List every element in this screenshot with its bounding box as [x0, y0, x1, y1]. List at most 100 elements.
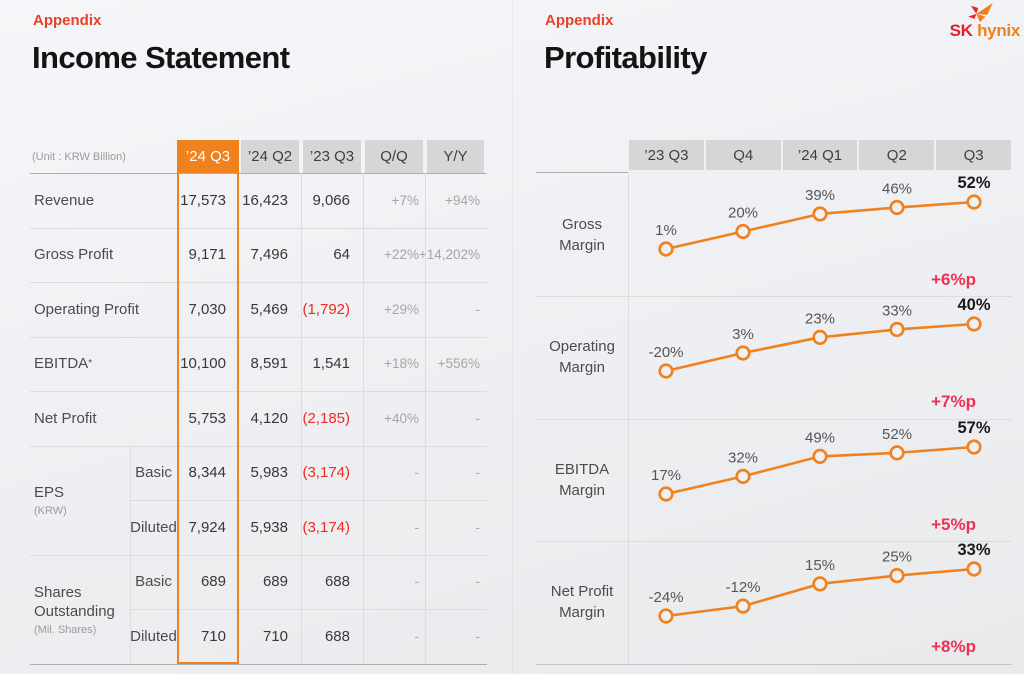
data-point-label: -20%: [648, 344, 683, 361]
table-cell: 7,496: [250, 246, 288, 264]
table-cell: 9,066: [312, 191, 350, 209]
data-point-label: 52%: [882, 425, 912, 442]
column-header: Y/Y: [427, 140, 484, 173]
data-point-label: -24%: [648, 589, 683, 606]
data-point-label: 39%: [805, 186, 835, 203]
table-cell: 688: [324, 573, 350, 591]
table-cell: -: [475, 301, 481, 317]
table-cell: -: [475, 628, 481, 644]
table-cell: +14,202%: [418, 247, 480, 263]
data-point-marker: [812, 576, 828, 592]
logo-hynix-text: hynix: [977, 21, 1020, 40]
table-cell: 689: [262, 573, 288, 591]
table-cell: 16,423: [242, 191, 288, 209]
data-point-label: 32%: [728, 449, 758, 466]
sub-row-label: Diluted: [130, 627, 177, 645]
table-cell: -: [414, 574, 420, 590]
group-row-label: EPS (KRW): [30, 446, 130, 555]
table-cell: 688: [324, 627, 350, 645]
data-point-marker: [889, 321, 905, 338]
row-label: Gross Profit: [34, 246, 114, 264]
data-point-marker: [966, 316, 982, 332]
table-cell: 8,344: [188, 464, 226, 482]
data-point-marker: [889, 199, 905, 215]
table-cell: 4,120: [250, 409, 288, 427]
table-cell: 689: [200, 573, 226, 591]
logo-sk-text: SK: [949, 21, 973, 40]
margin-label-line1: Gross: [561, 215, 602, 233]
chart-net-profit-margin: -24% -12% 15% 25% 33% +8%p: [648, 541, 990, 656]
table-cell: +94%: [445, 192, 480, 208]
margin-label-line2: Margin: [559, 236, 605, 254]
row-label: Net Profit: [34, 409, 97, 427]
label-chart-divider: [628, 172, 629, 664]
table-cell: 5,983: [250, 464, 288, 482]
table-cell: 64: [333, 246, 350, 264]
row-divider: [30, 445, 487, 447]
row-divider: [30, 227, 487, 229]
column-divider: [425, 173, 426, 664]
data-point-marker: [735, 598, 751, 614]
column-divider: [363, 173, 364, 664]
sub-row-divider: [130, 609, 487, 610]
data-point-marker: [658, 608, 674, 624]
table-cell: -: [414, 519, 420, 535]
data-point-label: 33%: [957, 541, 990, 559]
table-cell: -: [414, 465, 420, 481]
data-point-marker: [966, 193, 982, 210]
row-divider: [536, 541, 1012, 542]
table-cell: +7%: [391, 192, 419, 208]
trend-line: [664, 567, 976, 618]
row-label: Revenue: [34, 191, 95, 209]
row-divider: [30, 554, 487, 556]
table-cell: -: [414, 628, 420, 644]
column-header: ’24 Q2: [241, 140, 299, 173]
column-header: Q/Q: [365, 140, 423, 173]
column-header: ’23 Q3: [629, 140, 704, 170]
right-page-title: Profitability: [544, 40, 707, 75]
sub-row-divider: [130, 500, 487, 501]
data-point-marker: [966, 438, 982, 455]
row-label: EBITDA *: [34, 355, 93, 373]
data-point-label: 52%: [957, 174, 990, 192]
unit-label: (Unit : KRW Billion): [32, 150, 126, 163]
logo-text: SK hynix: [936, 21, 1021, 41]
header-underline: [30, 173, 487, 174]
table-cell: +556%: [437, 356, 480, 372]
sub-row-label: Basic: [135, 464, 172, 482]
table-cell: 10,100: [180, 355, 226, 373]
table-cell: (3,174): [302, 464, 350, 482]
data-point-marker: [889, 444, 905, 460]
table-cell: 7,030: [188, 300, 226, 318]
data-point-label: 46%: [882, 180, 912, 197]
chart-ebitda-margin: 17% 32% 49% 52% 57% +5%p: [651, 419, 991, 534]
data-point-marker: [966, 561, 982, 577]
delta-label: +8%p: [931, 637, 976, 656]
footnote-marker: *: [88, 358, 93, 370]
column-header: Q4: [705, 140, 781, 170]
table-cell: 710: [200, 627, 226, 645]
margin-label-line2: Margin: [559, 481, 605, 499]
table-cell: 7,924: [188, 518, 226, 536]
sub-row-label: Diluted: [130, 518, 177, 536]
table-cell: +29%: [384, 301, 419, 317]
data-point-marker: [812, 205, 828, 222]
column-header: ’23 Q3: [303, 140, 361, 173]
column-header: Q3: [936, 140, 1011, 170]
data-point-marker: [658, 485, 674, 502]
delta-label: +7%p: [931, 392, 976, 411]
data-point-label: 57%: [957, 419, 990, 437]
group-unit-note: (KRW): [34, 505, 67, 517]
table-bottom-line: [30, 663, 487, 665]
slide-divider: [512, 0, 513, 674]
chart-gross-margin: 1% 20% 39% 46% 52% +6%p: [655, 174, 991, 289]
table-bottom-line: [536, 663, 1012, 665]
data-point-label: 20%: [728, 204, 758, 221]
data-point-label: 23%: [805, 310, 835, 327]
margin-label-line2: Margin: [559, 604, 605, 622]
margin-row-label: Operating Margin: [536, 296, 628, 419]
data-point-marker: [658, 240, 674, 257]
column-header: ’24 Q1: [782, 140, 858, 170]
sub-row-label: Basic: [135, 573, 172, 591]
